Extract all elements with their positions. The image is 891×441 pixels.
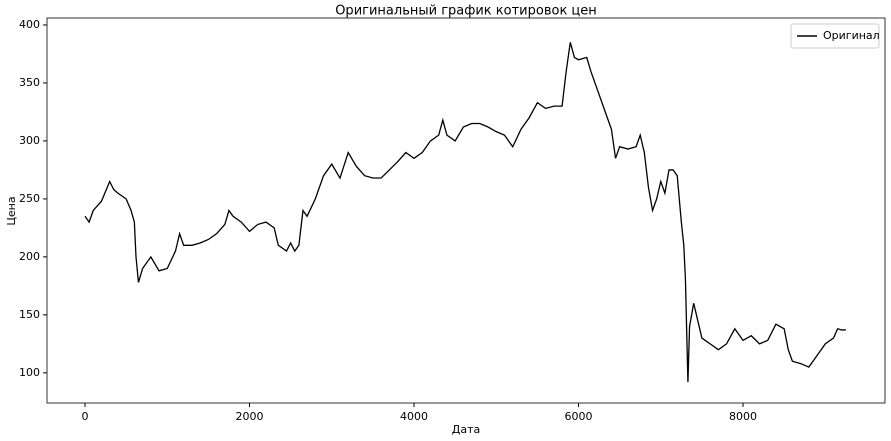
y-tick-label: 200	[19, 250, 40, 263]
legend-label: Оригинал	[823, 29, 880, 42]
y-tick-label: 150	[19, 308, 40, 321]
x-tick-label: 6000	[565, 410, 593, 423]
chart-title: Оригинальный график котировок цен	[335, 4, 597, 19]
x-tick-label: 0	[82, 410, 89, 423]
y-axis-label: Цена	[5, 196, 18, 225]
y-tick-label: 300	[19, 134, 40, 147]
y-tick-label: 350	[19, 76, 40, 89]
y-tick-label: 400	[19, 18, 40, 31]
x-tick-label: 2000	[236, 410, 264, 423]
data-line	[84, 42, 846, 383]
plot-frame	[46, 17, 886, 404]
y-tick-label: 100	[19, 366, 40, 379]
legend-box	[790, 23, 880, 49]
x-axis-label: Дата	[452, 423, 480, 436]
x-tick-label: 4000	[400, 410, 428, 423]
y-tick-label: 250	[19, 192, 40, 205]
x-tick-label: 8000	[729, 410, 757, 423]
